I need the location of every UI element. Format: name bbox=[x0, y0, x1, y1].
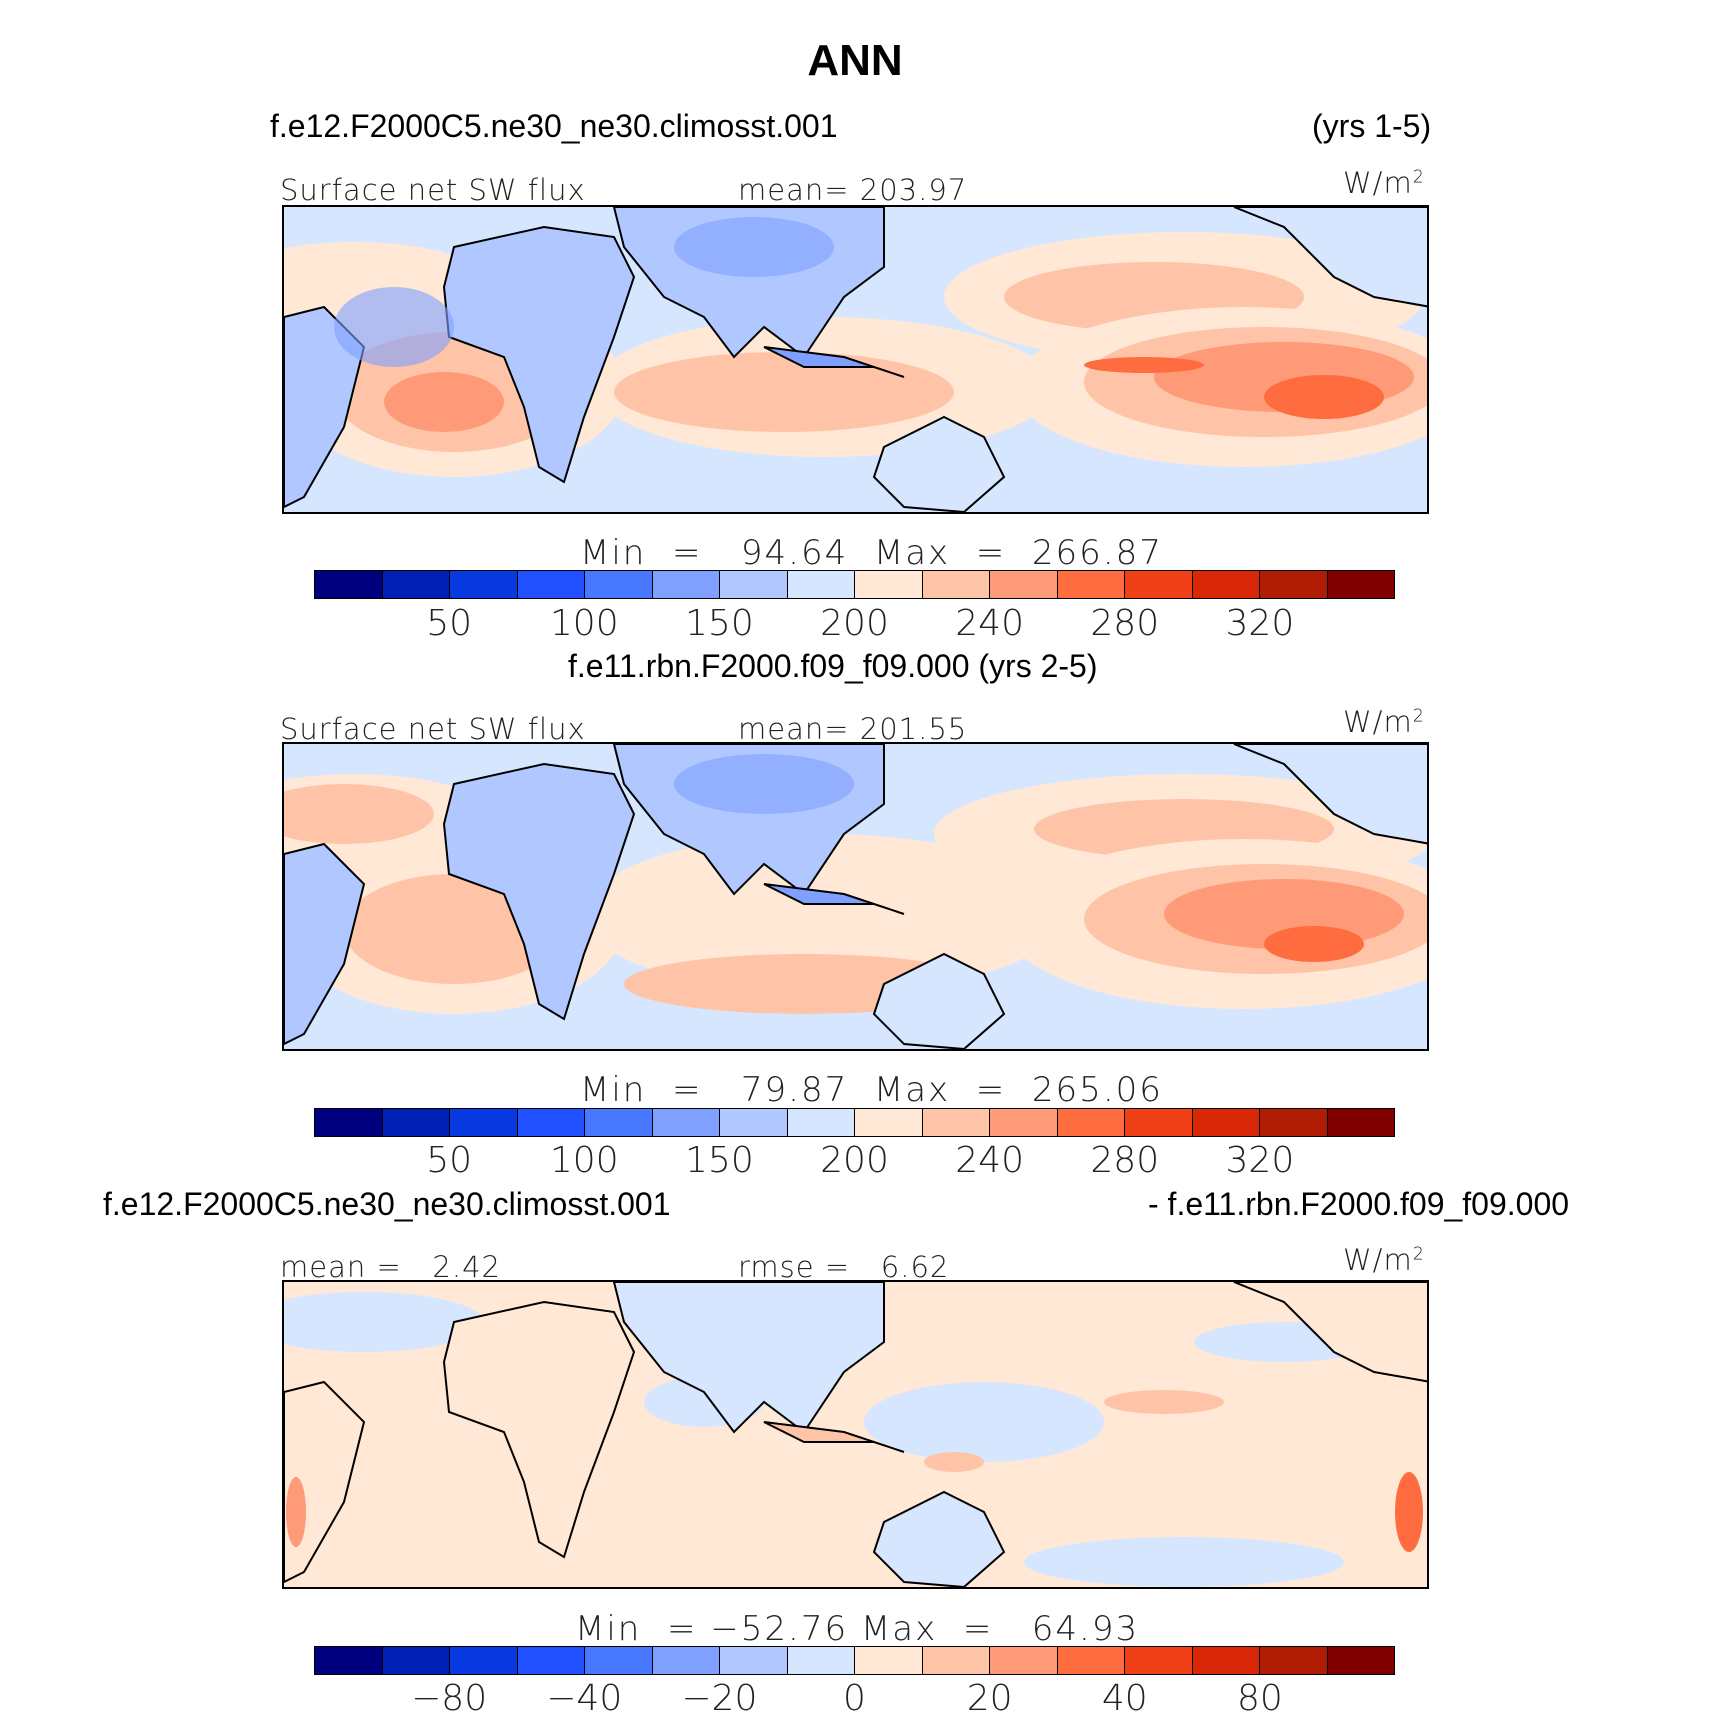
colorbar-box bbox=[315, 1109, 383, 1136]
colorbar-box bbox=[787, 571, 855, 598]
panel3-tick-label: 40 bbox=[1101, 1678, 1148, 1719]
colorbar-box bbox=[1260, 1109, 1328, 1136]
colorbar-box bbox=[787, 1647, 855, 1674]
panel2-case-name: f.e11.rbn.F2000.f09_f09.000 (yrs 2-5) bbox=[568, 648, 1098, 684]
panel3-case-right: - f.e11.rbn.F2000.f09_f09.000 bbox=[1148, 1186, 1570, 1222]
colorbar-box bbox=[1192, 1647, 1260, 1674]
colorbar-box bbox=[1057, 1647, 1125, 1674]
panel2-tick-label: 320 bbox=[1225, 1140, 1295, 1181]
colorbar-box bbox=[787, 1109, 855, 1136]
panel2-mean: mean= 201.55 bbox=[738, 712, 968, 746]
panel3-mean: mean = 2.42 bbox=[280, 1250, 501, 1284]
panel2-tick-label: 100 bbox=[549, 1140, 619, 1181]
panel3-units: W/m2 bbox=[1343, 1243, 1425, 1277]
panel3-tick-label: 0 bbox=[843, 1678, 866, 1719]
colorbar-box bbox=[1125, 1109, 1193, 1136]
panel2-tick-label: 280 bbox=[1090, 1140, 1160, 1181]
panel2-map bbox=[282, 742, 1429, 1051]
panel1-tick-label: 150 bbox=[685, 603, 754, 644]
panel2-tick-label: 150 bbox=[685, 1140, 754, 1181]
colorbar-box bbox=[315, 1647, 383, 1674]
panel2-colorbar bbox=[314, 1108, 1395, 1137]
panel1-years: (yrs 1-5) bbox=[1312, 108, 1432, 144]
colorbar-box bbox=[652, 1647, 720, 1674]
colorbar-box bbox=[382, 571, 450, 598]
panel2-tick-label: 50 bbox=[426, 1140, 473, 1181]
colorbar-box bbox=[450, 1647, 518, 1674]
colorbar-box bbox=[450, 571, 518, 598]
colorbar-box bbox=[382, 1109, 450, 1136]
panel2-minmax: Min = 79.87 Max = 265.06 bbox=[580, 1070, 1163, 1110]
panel1-mean: mean= 203.97 bbox=[738, 173, 968, 207]
panel1-tick-label: 280 bbox=[1090, 603, 1160, 644]
panel1-tick-label: 100 bbox=[549, 603, 619, 644]
figure-title: ANN bbox=[807, 36, 903, 85]
colorbar-box bbox=[1327, 1109, 1394, 1136]
colorbar-box bbox=[517, 571, 585, 598]
colorbar-box bbox=[855, 1647, 923, 1674]
panel2-units: W/m2 bbox=[1343, 705, 1425, 739]
colorbar-box bbox=[922, 1647, 990, 1674]
colorbar-box bbox=[1327, 571, 1394, 598]
colorbar-box bbox=[990, 1647, 1058, 1674]
panel2-variable: Surface net SW flux bbox=[280, 712, 586, 746]
panel1-map bbox=[282, 205, 1429, 514]
colorbar-box bbox=[1125, 1647, 1193, 1674]
panel2-tick-label: 200 bbox=[820, 1140, 889, 1181]
colorbar-box bbox=[585, 571, 653, 598]
panel1-case-name: f.e12.F2000C5.ne30_ne30.climosst.001 bbox=[270, 108, 838, 144]
colorbar-box bbox=[1192, 571, 1260, 598]
colorbar-box bbox=[652, 1109, 720, 1136]
colorbar-box bbox=[720, 571, 788, 598]
colorbar-box bbox=[1260, 1647, 1328, 1674]
panel3-tick-label: 80 bbox=[1236, 1678, 1283, 1719]
colorbar-box bbox=[922, 571, 990, 598]
panel3-map bbox=[282, 1280, 1429, 1589]
colorbar-box bbox=[517, 1647, 585, 1674]
colorbar-box bbox=[720, 1647, 788, 1674]
colorbar-box bbox=[990, 1109, 1058, 1136]
panel3-colorbar bbox=[314, 1646, 1395, 1675]
panel1-tick-label: 200 bbox=[820, 603, 889, 644]
colorbar-box bbox=[922, 1109, 990, 1136]
colorbar-box bbox=[855, 571, 923, 598]
colorbar-box bbox=[1057, 571, 1125, 598]
panel1-tick-label: 50 bbox=[426, 603, 473, 644]
panel3-tick-label: −20 bbox=[681, 1678, 758, 1719]
colorbar-box bbox=[1192, 1109, 1260, 1136]
panel3-rmse: rmse = 6.62 bbox=[738, 1250, 950, 1284]
panel1-colorbar bbox=[314, 570, 1395, 599]
colorbar-box bbox=[1057, 1109, 1125, 1136]
panel2-map-svg bbox=[284, 744, 1427, 1049]
colorbar-box bbox=[652, 571, 720, 598]
panel1-tick-label: 240 bbox=[955, 603, 1024, 644]
colorbar-box bbox=[1327, 1647, 1394, 1674]
panel2-tick-label: 240 bbox=[955, 1140, 1024, 1181]
panel3-minmax: Min = −52.76 Max = 64.93 bbox=[575, 1609, 1140, 1649]
panel3-map-svg bbox=[284, 1282, 1427, 1587]
panel1-units: W/m2 bbox=[1343, 166, 1425, 200]
panel1-variable: Surface net SW flux bbox=[280, 173, 586, 207]
colorbar-box bbox=[1260, 571, 1328, 598]
colorbar-box bbox=[382, 1647, 450, 1674]
panel3-tick-label: 20 bbox=[966, 1678, 1013, 1719]
panel1-minmax: Min = 94.64 Max = 266.87 bbox=[580, 533, 1163, 573]
colorbar-box bbox=[990, 571, 1058, 598]
colorbar-box bbox=[720, 1109, 788, 1136]
panel1-map-svg bbox=[284, 207, 1427, 512]
panel3-tick-label: −40 bbox=[546, 1678, 623, 1719]
colorbar-box bbox=[855, 1109, 923, 1136]
panel3-tick-label: −80 bbox=[411, 1678, 488, 1719]
colorbar-box bbox=[1125, 571, 1193, 598]
colorbar-box bbox=[585, 1647, 653, 1674]
colorbar-box bbox=[517, 1109, 585, 1136]
colorbar-box bbox=[450, 1109, 518, 1136]
colorbar-box bbox=[315, 571, 383, 598]
panel1-tick-label: 320 bbox=[1225, 603, 1295, 644]
panel3-case-left: f.e12.F2000C5.ne30_ne30.climosst.001 bbox=[103, 1186, 671, 1222]
colorbar-box bbox=[585, 1109, 653, 1136]
